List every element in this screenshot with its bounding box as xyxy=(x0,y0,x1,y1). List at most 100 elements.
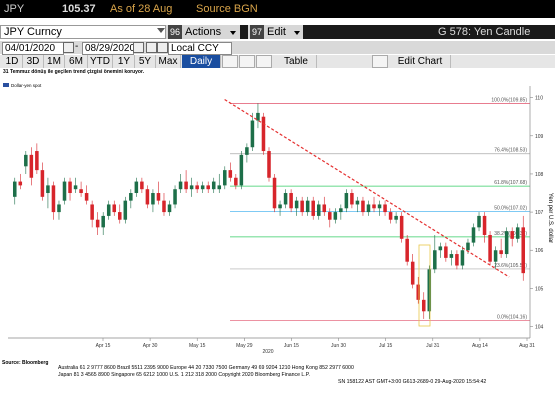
period-ytd[interactable]: YTD xyxy=(88,55,113,68)
candle-body xyxy=(184,181,188,190)
grid-icon[interactable] xyxy=(256,55,272,68)
x-tick-label: Jun 15 xyxy=(284,343,299,349)
arrow-left-icon[interactable] xyxy=(146,42,157,53)
candle-body xyxy=(223,170,227,186)
candle-body xyxy=(12,181,17,197)
line-chart-icon[interactable] xyxy=(222,55,238,68)
candle-body xyxy=(173,189,177,205)
security-symbol: JPY xyxy=(4,3,25,15)
footer-line-1: Australia 61 2 9777 8600 Brazil 5511 239… xyxy=(58,365,354,371)
candle-body xyxy=(73,185,78,190)
candle-body xyxy=(195,185,199,190)
candle-body xyxy=(466,242,470,251)
candle-body xyxy=(200,185,205,190)
candle-body xyxy=(256,112,260,121)
fib-level-label: 61.8%(107.68) xyxy=(494,180,527,186)
chart-area: 31 Temmuz dönüş ile geçilen trend çizgis… xyxy=(0,68,555,400)
candle-body xyxy=(95,219,100,228)
edit-number: 97 xyxy=(250,25,265,39)
period-1d[interactable]: 1D xyxy=(2,55,23,68)
candle-body xyxy=(355,200,360,205)
period-5y[interactable]: 5Y xyxy=(135,55,156,68)
chevron-down-icon xyxy=(230,31,236,35)
candle-body xyxy=(40,170,45,197)
x-tick-label: Aug 31 xyxy=(519,343,535,349)
end-date-input[interactable]: 08/29/2020 xyxy=(82,42,135,55)
candle-body xyxy=(383,204,387,213)
edit-chart-button[interactable]: Edit Chart xyxy=(390,55,451,68)
period-6m[interactable]: 6M xyxy=(65,55,88,68)
candle-body xyxy=(112,204,117,213)
period-3d[interactable]: 3D xyxy=(23,55,44,68)
x-tick-label: Apr 30 xyxy=(143,343,158,349)
candle-body xyxy=(189,185,194,190)
x-year-label: 2020 xyxy=(262,349,273,355)
fib-level-label: 23.6%(105.51) xyxy=(494,263,527,269)
candle-body xyxy=(339,208,343,213)
candle-body xyxy=(250,120,255,148)
pencil-icon[interactable] xyxy=(372,55,388,68)
currency-select[interactable]: Local CCY xyxy=(168,42,232,55)
candle-body xyxy=(234,177,238,186)
candle-body xyxy=(289,193,293,209)
candle-body xyxy=(134,181,139,194)
candle-body xyxy=(410,261,415,285)
x-tick-label: Jul 31 xyxy=(426,343,440,349)
period-1y[interactable]: 1Y xyxy=(114,55,135,68)
candle-body xyxy=(366,204,371,213)
candle-body xyxy=(206,185,210,190)
candle-body xyxy=(101,215,105,228)
candle-body xyxy=(305,200,310,213)
frequency-select[interactable]: Daily xyxy=(182,55,221,68)
calendar-icon[interactable] xyxy=(63,42,74,53)
candle-body xyxy=(283,193,288,205)
footer-line-2: Japan 81 3 4565 8900 Singapore 65 6212 1… xyxy=(58,372,310,378)
candle-body xyxy=(84,193,89,201)
actions-number: 96 xyxy=(168,25,183,39)
candle-body xyxy=(51,185,56,213)
candle-body xyxy=(156,193,161,201)
chevron-down-icon[interactable] xyxy=(157,28,165,33)
candle-body xyxy=(178,181,183,190)
fib-level-label: 76.4%(108.53) xyxy=(494,148,527,154)
candle-body xyxy=(455,254,459,266)
period-1m[interactable]: 1M xyxy=(44,55,65,68)
candle-body xyxy=(79,189,83,194)
candle-body xyxy=(350,193,354,205)
candle-body xyxy=(261,116,266,152)
candle-body xyxy=(245,147,249,155)
candle-body xyxy=(129,193,133,201)
period-bar xyxy=(0,55,555,68)
candle-body xyxy=(29,154,34,178)
calendar-icon[interactable] xyxy=(133,42,144,53)
candle-body xyxy=(388,212,393,220)
candlestick-chart: 31 Temmuz dönüş ile geçilen trend çizgis… xyxy=(2,69,553,385)
candle-body xyxy=(68,181,72,194)
period-max[interactable]: Max xyxy=(156,55,181,68)
candle-body xyxy=(444,246,448,258)
candle-body xyxy=(151,193,155,205)
arrow-right-icon[interactable] xyxy=(157,42,168,53)
candle-body xyxy=(416,284,420,300)
x-tick-label: Aug 14 xyxy=(472,343,488,349)
y-tick-label: 109 xyxy=(535,134,544,140)
price-source: Source BGN xyxy=(196,3,258,15)
actions-button[interactable]: 96 Actions xyxy=(166,25,240,39)
edit-button[interactable]: 97 Edit xyxy=(248,25,303,39)
candle-body xyxy=(228,170,233,178)
candle-body xyxy=(504,231,509,255)
as-of-date: As of 28 Aug xyxy=(110,3,173,15)
start-date-input[interactable]: 04/01/2020 xyxy=(2,42,64,55)
ticker-input[interactable]: JPY Curncy xyxy=(0,25,166,39)
candle-body xyxy=(211,181,216,190)
candle-body xyxy=(372,204,376,209)
y-tick-label: 105 xyxy=(535,286,544,292)
candle-chart-icon[interactable] xyxy=(239,55,255,68)
x-tick-label: Jul 15 xyxy=(379,343,393,349)
x-tick-label: Apr 15 xyxy=(96,343,111,349)
x-tick-label: May 29 xyxy=(236,343,253,349)
candle-body xyxy=(361,200,365,213)
fib-level-label: 50.0%(107.02) xyxy=(494,205,527,211)
candle-body xyxy=(272,177,277,209)
table-button[interactable]: Table xyxy=(276,55,317,68)
